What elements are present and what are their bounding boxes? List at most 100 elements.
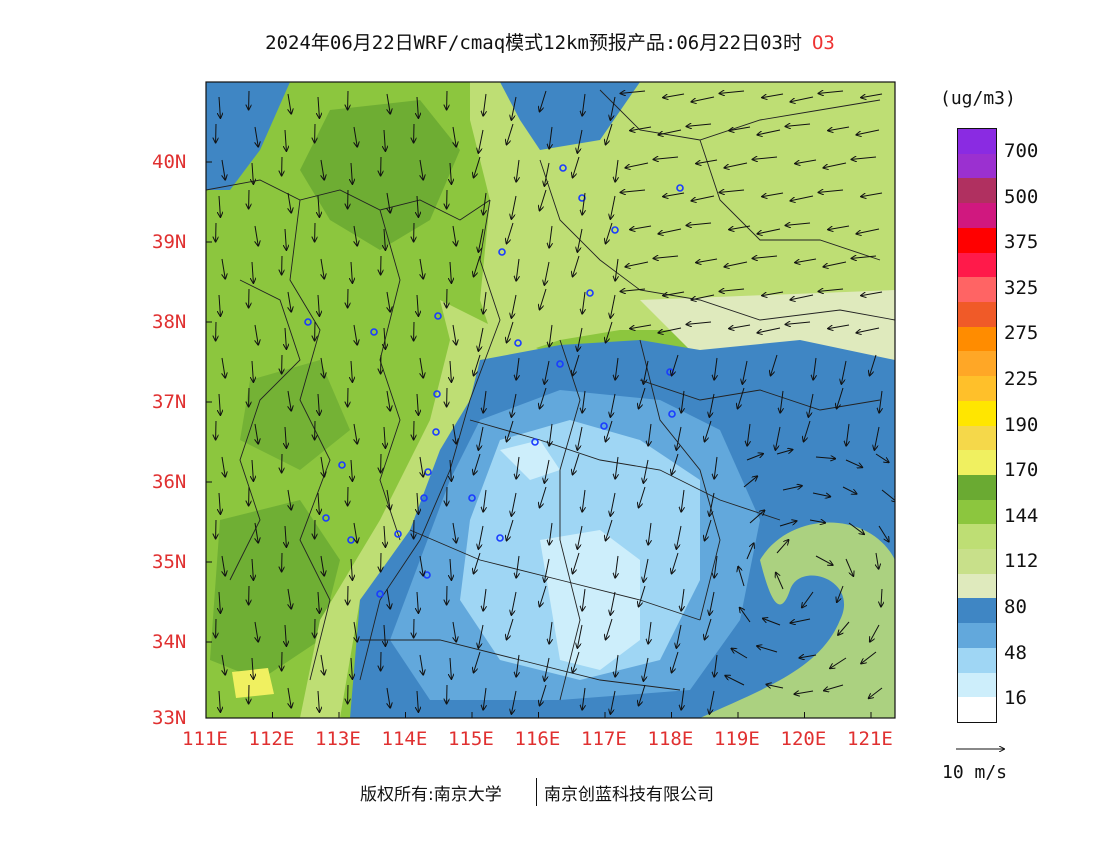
wind-arrow — [738, 567, 745, 587]
lat-label: 38N — [152, 311, 187, 333]
copyright-text: 版权所有:南京大学 — [360, 785, 502, 805]
wind-arrow — [288, 390, 291, 411]
wind-arrow — [663, 93, 685, 98]
wind-arrow — [483, 588, 486, 611]
concentration-field — [206, 82, 895, 718]
wind-arrow — [610, 294, 616, 318]
wind-arrow — [219, 591, 220, 613]
wind-arrow — [474, 552, 481, 573]
wind-arrow — [743, 476, 757, 488]
legend-label: 700 — [1004, 140, 1039, 162]
wind-arrow — [672, 552, 679, 573]
wind-arrow — [507, 321, 514, 342]
wind-arrow — [802, 591, 814, 607]
legend-label: 225 — [1004, 368, 1039, 390]
wind-arrow — [285, 228, 286, 250]
wind-arrow — [746, 543, 754, 560]
wind-arrow — [672, 354, 679, 375]
wind-arrow — [285, 624, 286, 646]
wind-arrow — [643, 657, 649, 681]
wind-arrow — [709, 591, 715, 615]
wind-arrow — [420, 159, 423, 180]
wind-arrow — [795, 691, 814, 694]
wind-arrow — [687, 124, 712, 126]
wind-arrow — [219, 294, 220, 316]
wind-arrow — [483, 93, 486, 116]
wind-arrow — [450, 360, 451, 382]
wind-arrow — [351, 162, 352, 184]
wind-arrow — [663, 291, 685, 296]
wind-arrow — [252, 657, 253, 679]
axis-ticks — [205, 161, 872, 719]
legend-swatch — [958, 549, 996, 575]
wind-arrow — [676, 525, 682, 549]
wind-arrow — [544, 459, 550, 483]
wind-arrow — [351, 360, 352, 382]
wind-arrow — [540, 90, 547, 111]
wind-arrow — [474, 255, 481, 276]
wind-arrow — [288, 489, 291, 510]
wind-arrow — [222, 555, 225, 576]
wind-arrow — [691, 96, 715, 102]
wind-arrow — [606, 123, 613, 144]
wind-arrow — [776, 450, 792, 455]
legend-swatch — [958, 524, 996, 550]
wind-arrow — [582, 93, 585, 116]
wind-arrow — [420, 258, 423, 279]
wind-arrow — [625, 162, 649, 168]
wind-arrow — [582, 291, 585, 314]
wind-arrow — [549, 423, 552, 446]
wind-arrow — [780, 390, 783, 413]
wind-arrow — [582, 489, 585, 512]
wind-arrow — [691, 294, 715, 300]
wind-arrow — [582, 588, 585, 611]
wind-arrow — [606, 222, 613, 243]
wind-arrow — [749, 510, 764, 524]
wind-arrow — [753, 256, 778, 258]
lon-label: 111E — [182, 728, 228, 750]
wind-arrow — [775, 426, 781, 450]
legend-label: 375 — [1004, 231, 1039, 254]
wind-arrow — [709, 690, 715, 714]
wind-arrow — [786, 124, 811, 126]
wind-arrow — [507, 618, 514, 639]
legend-swatch — [958, 153, 996, 179]
wind-arrow — [549, 225, 552, 248]
wind-arrow — [387, 588, 390, 609]
region-blue-northwest — [206, 82, 290, 190]
wind-arrow — [870, 354, 877, 375]
wind-arrow — [729, 225, 751, 230]
wind-arrow — [483, 489, 486, 512]
wind-arrow — [351, 657, 352, 679]
legend-swatch — [958, 227, 996, 254]
legend-swatch — [958, 474, 996, 501]
wind-arrow — [790, 195, 814, 201]
map-frame — [205, 81, 896, 719]
title-text: 2024年06月22日WRF/cmaq模式12km预报产品:06月22日03时 — [265, 32, 802, 54]
wind-arrow — [610, 591, 616, 615]
legend-swatch — [958, 252, 996, 278]
wind-arrow — [881, 588, 882, 606]
wind-arrow — [516, 654, 519, 677]
wind-arrow — [610, 393, 616, 417]
wind-arrow — [483, 291, 486, 314]
legend-swatch — [958, 400, 996, 426]
wind-arrow — [288, 588, 291, 609]
wind-arrow — [790, 96, 814, 102]
wind-arrow — [828, 324, 850, 329]
wind-arrow — [511, 294, 517, 318]
wind-arrow — [762, 291, 784, 296]
wind-arrow — [285, 525, 286, 547]
wind-arrow — [288, 291, 291, 312]
wind-arrow — [453, 423, 456, 444]
wind-arrow — [549, 621, 552, 644]
wind-arrow — [861, 651, 877, 663]
legend-swatch — [958, 326, 996, 352]
wind-arrow — [549, 522, 552, 545]
wind-arrow — [318, 96, 319, 118]
wind-arrow — [219, 690, 220, 712]
wind-arrow — [387, 390, 390, 411]
wind-arrow — [610, 492, 616, 516]
wind-arrow — [255, 522, 258, 543]
wind-arrow — [318, 195, 319, 217]
